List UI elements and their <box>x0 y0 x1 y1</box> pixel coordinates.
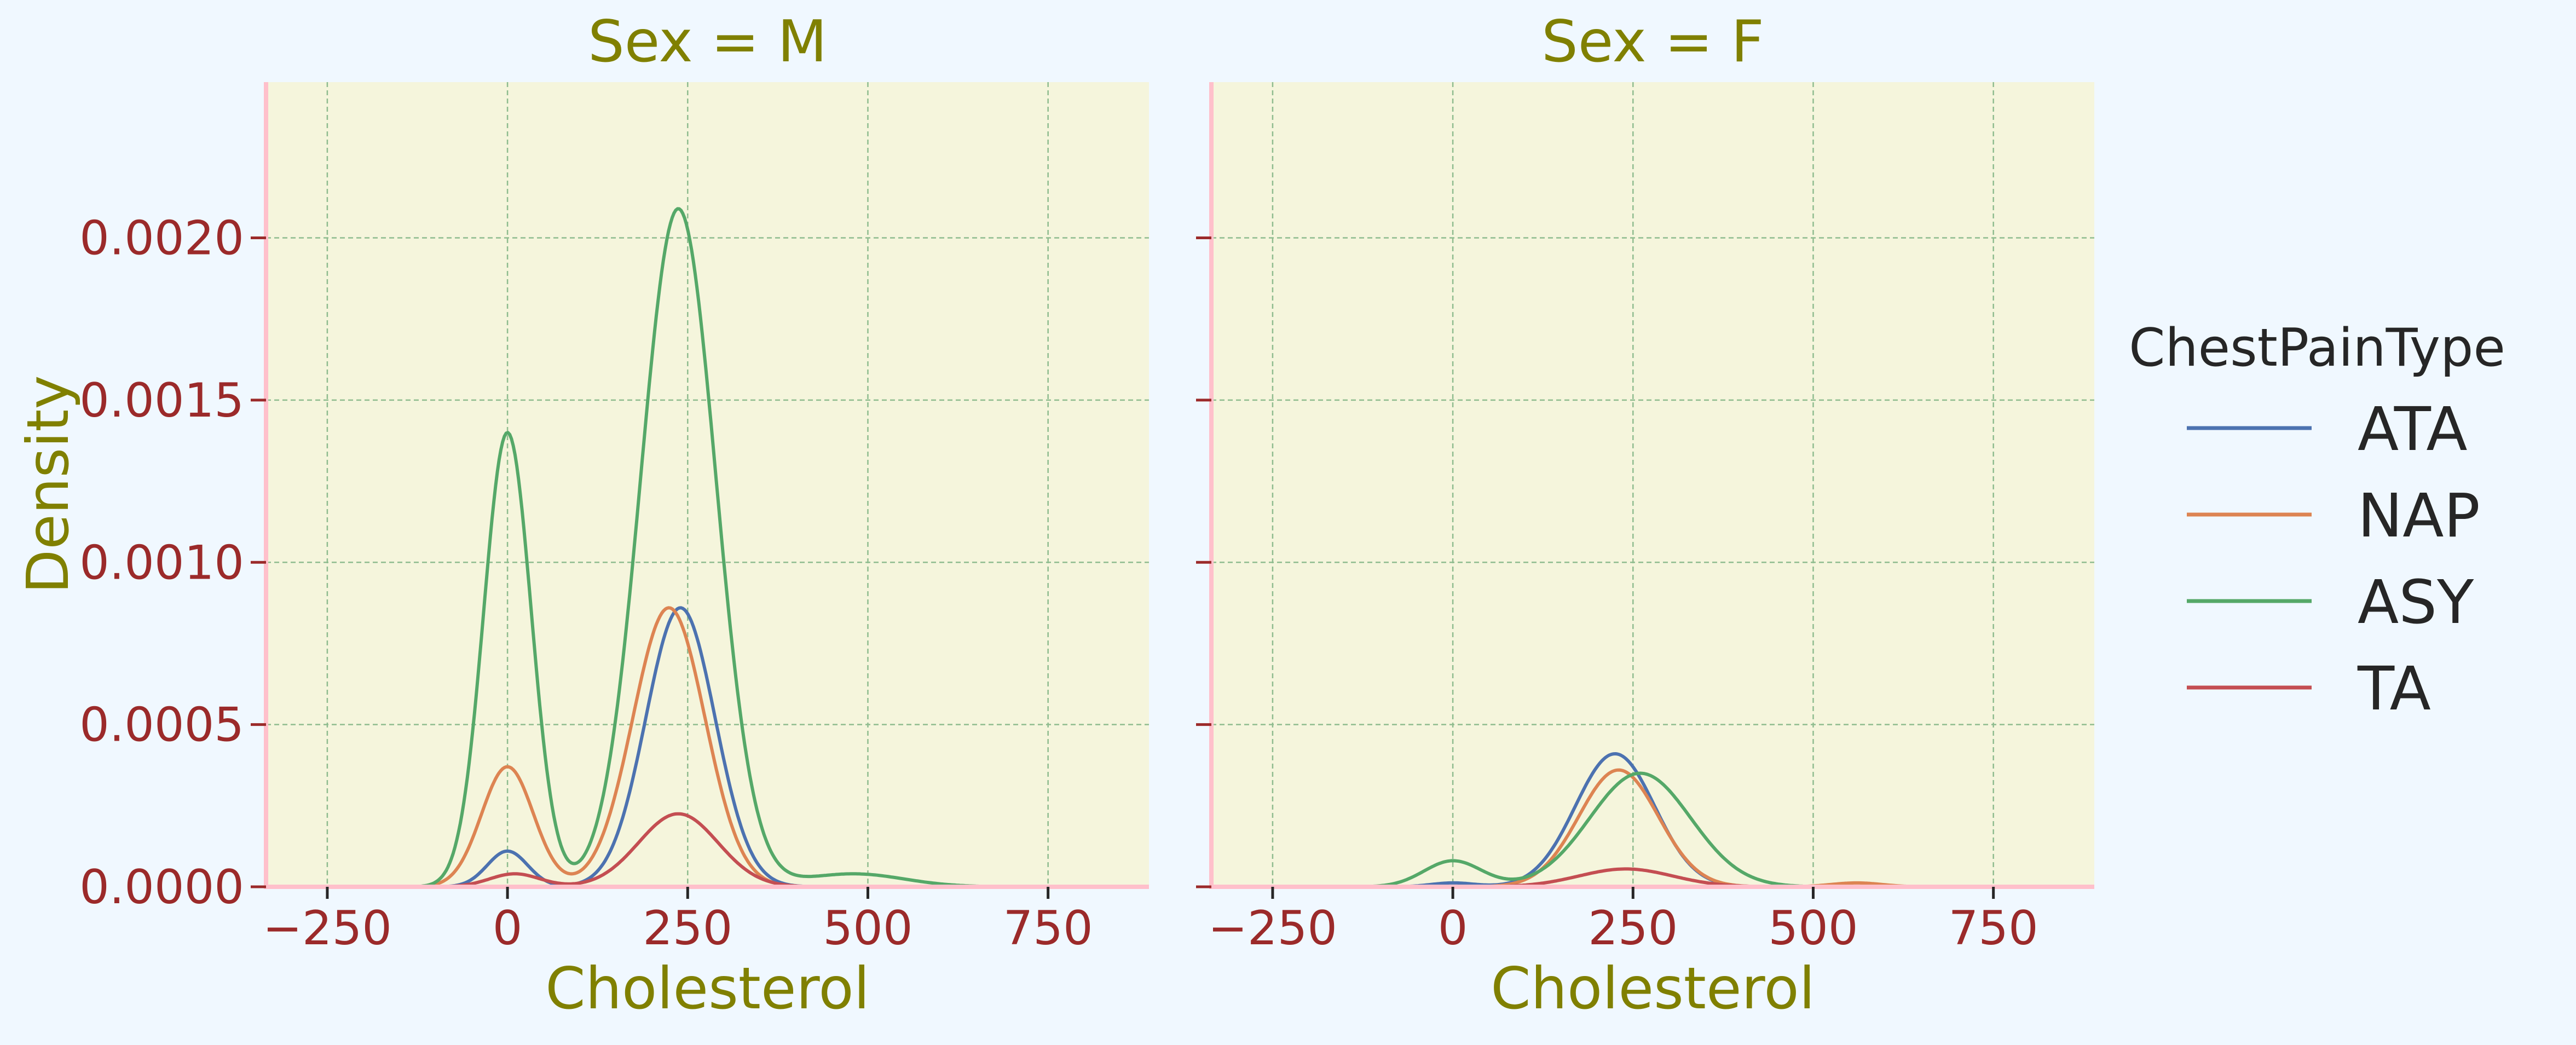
facets: −250 0 250 500 750 0.0000 0.0005 0.0010 0.0015 0.… <box>15 8 2094 1022</box>
legend-label-ta: TA <box>2357 654 2431 724</box>
y-axis-label: Density <box>15 375 82 593</box>
y-tick-label: 0.0020 <box>79 211 244 266</box>
kde-line-nap <box>403 606 823 888</box>
legend-item-ta: TA <box>2187 654 2431 724</box>
plot-area <box>1211 82 2094 887</box>
legend-label-asy: ASY <box>2358 567 2474 637</box>
kde-line-asy <box>403 207 1027 888</box>
legend-item-nap: NAP <box>2187 481 2480 551</box>
x-axis-label: Cholesterol <box>1491 955 1815 1022</box>
facet-title: Sex = F <box>1541 8 1764 75</box>
x-tick-label: 0 <box>1438 901 1468 956</box>
facet-title: Sex = M <box>588 8 827 75</box>
x-axis-label: Cholesterol <box>545 955 870 1022</box>
kde-line-ata <box>432 606 828 888</box>
legend: ChestPainType ATA NAP ASY TA <box>2129 318 2505 724</box>
legend-item-ata: ATA <box>2187 394 2468 464</box>
facet-panel-m: −250 0 250 500 750 0.0000 0.0005 0.0010 0.0015 0.… <box>79 8 1149 1022</box>
y-tick-label: 0.0010 <box>79 535 244 590</box>
x-tick-label: 250 <box>1588 901 1678 956</box>
grid <box>1211 82 2094 887</box>
kde-line-ta <box>428 812 833 888</box>
grid <box>266 82 1149 887</box>
x-tick-label: −250 <box>1208 901 1337 956</box>
legend-label-nap: NAP <box>2358 481 2480 551</box>
x-tick-label: 0 <box>493 901 523 956</box>
x-tick-label: 750 <box>1003 901 1093 956</box>
legend-title: ChestPainType <box>2129 318 2505 378</box>
y-tick-label: 0.0005 <box>79 698 244 753</box>
facet-panel-f: −250 0 250 500 750 Sex = F Cholesterol <box>1196 8 2094 1022</box>
x-tick-label: 750 <box>1949 901 2038 956</box>
curves <box>403 207 1027 888</box>
x-tick-label: 250 <box>643 901 732 956</box>
kde-line-asy <box>1349 771 1844 888</box>
plot-area <box>266 82 1149 887</box>
y-tick-label: 0.0015 <box>79 373 244 428</box>
x-tick-label: −250 <box>263 901 392 956</box>
y-tick-label: 0.0000 <box>79 860 244 915</box>
legend-label-ata: ATA <box>2358 394 2468 464</box>
x-tick-label: 500 <box>823 901 912 956</box>
x-tick-label: 500 <box>1768 901 1858 956</box>
legend-item-asy: ASY <box>2187 567 2474 637</box>
